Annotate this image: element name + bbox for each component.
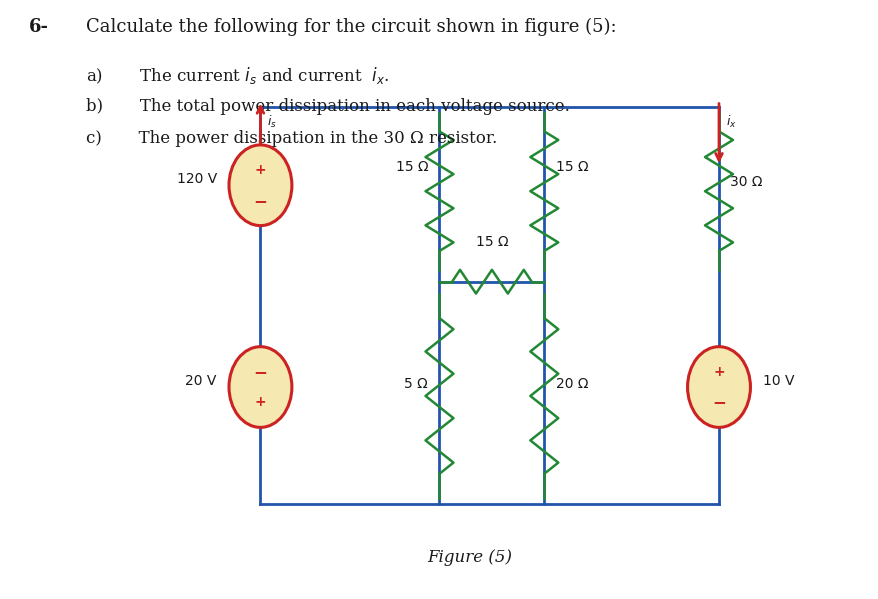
Text: 30 Ω: 30 Ω bbox=[730, 176, 762, 189]
Ellipse shape bbox=[229, 347, 291, 428]
Text: 15 Ω: 15 Ω bbox=[395, 161, 428, 174]
Text: +: + bbox=[255, 163, 266, 177]
Text: +: + bbox=[255, 395, 266, 409]
Text: 120 V: 120 V bbox=[176, 173, 217, 186]
Text: 15 Ω: 15 Ω bbox=[555, 161, 587, 174]
Text: +: + bbox=[712, 365, 724, 379]
Ellipse shape bbox=[229, 145, 291, 226]
Text: a)       The current $i_s$ and current  $i_x$.: a) The current $i_s$ and current $i_x$. bbox=[86, 65, 389, 86]
Text: c)       The power dissipation in the 30 Ω resistor.: c) The power dissipation in the 30 Ω res… bbox=[86, 131, 496, 147]
Text: 15 Ω: 15 Ω bbox=[475, 235, 507, 249]
Text: 10 V: 10 V bbox=[762, 374, 793, 388]
Text: −: − bbox=[253, 192, 267, 210]
Text: 5 Ω: 5 Ω bbox=[404, 377, 428, 391]
Text: $i_x$: $i_x$ bbox=[725, 113, 736, 129]
Ellipse shape bbox=[687, 347, 750, 428]
Text: Calculate the following for the circuit shown in figure (5):: Calculate the following for the circuit … bbox=[86, 17, 615, 36]
Text: −: − bbox=[711, 394, 725, 412]
Text: 20 Ω: 20 Ω bbox=[555, 377, 587, 391]
Text: −: − bbox=[253, 363, 267, 381]
Text: Figure (5): Figure (5) bbox=[427, 549, 512, 566]
Text: 20 V: 20 V bbox=[185, 374, 217, 388]
Text: b)       The total power dissipation in each voltage source.: b) The total power dissipation in each v… bbox=[86, 98, 569, 115]
Text: 6-: 6- bbox=[29, 17, 49, 35]
Text: $i_s$: $i_s$ bbox=[267, 113, 277, 129]
